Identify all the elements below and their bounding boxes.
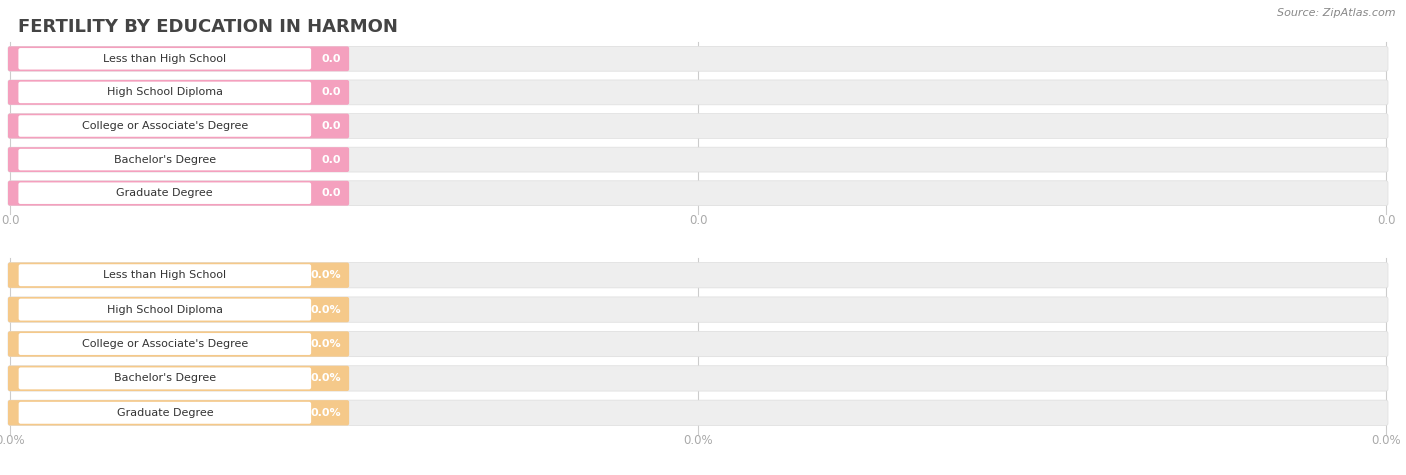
FancyBboxPatch shape — [18, 48, 311, 69]
FancyBboxPatch shape — [8, 366, 1388, 391]
FancyBboxPatch shape — [8, 297, 349, 322]
FancyBboxPatch shape — [18, 149, 311, 171]
Text: Bachelor's Degree: Bachelor's Degree — [114, 373, 217, 383]
Text: 0.0%: 0.0% — [311, 270, 342, 280]
Text: College or Associate's Degree: College or Associate's Degree — [82, 339, 247, 349]
Text: 0.0: 0.0 — [322, 188, 342, 198]
Text: 0.0: 0.0 — [322, 54, 342, 64]
Text: 0.0%: 0.0% — [311, 373, 342, 383]
FancyBboxPatch shape — [8, 332, 349, 357]
FancyBboxPatch shape — [18, 402, 311, 424]
Text: Bachelor's Degree: Bachelor's Degree — [114, 154, 217, 165]
FancyBboxPatch shape — [8, 47, 1388, 71]
FancyBboxPatch shape — [8, 263, 349, 288]
FancyBboxPatch shape — [18, 333, 311, 355]
Text: High School Diploma: High School Diploma — [107, 304, 224, 314]
FancyBboxPatch shape — [8, 147, 1388, 172]
Text: Less than High School: Less than High School — [103, 54, 226, 64]
Text: 0.0%: 0.0% — [311, 339, 342, 349]
FancyBboxPatch shape — [8, 47, 349, 71]
Text: Graduate Degree: Graduate Degree — [117, 408, 214, 418]
Text: 0.0: 0.0 — [322, 154, 342, 165]
Text: 0.0%: 0.0% — [683, 434, 713, 447]
FancyBboxPatch shape — [8, 147, 349, 172]
FancyBboxPatch shape — [8, 297, 1388, 322]
Text: Less than High School: Less than High School — [103, 270, 226, 280]
FancyBboxPatch shape — [8, 114, 349, 138]
Text: 0.0%: 0.0% — [311, 304, 342, 314]
FancyBboxPatch shape — [8, 181, 1388, 206]
Text: 0.0: 0.0 — [322, 121, 342, 131]
FancyBboxPatch shape — [18, 182, 311, 204]
Text: 0.0: 0.0 — [1, 214, 20, 227]
FancyBboxPatch shape — [8, 80, 1388, 105]
Text: Source: ZipAtlas.com: Source: ZipAtlas.com — [1278, 8, 1396, 18]
Text: 0.0: 0.0 — [322, 87, 342, 97]
FancyBboxPatch shape — [8, 181, 349, 206]
Text: 0.0%: 0.0% — [1371, 434, 1400, 447]
FancyBboxPatch shape — [8, 80, 349, 105]
Text: College or Associate's Degree: College or Associate's Degree — [82, 121, 247, 131]
FancyBboxPatch shape — [8, 332, 1388, 357]
FancyBboxPatch shape — [18, 115, 311, 137]
FancyBboxPatch shape — [18, 368, 311, 390]
FancyBboxPatch shape — [8, 366, 349, 391]
Text: FERTILITY BY EDUCATION IN HARMON: FERTILITY BY EDUCATION IN HARMON — [18, 18, 398, 36]
Text: Graduate Degree: Graduate Degree — [117, 188, 214, 198]
FancyBboxPatch shape — [18, 299, 311, 321]
FancyBboxPatch shape — [8, 263, 1388, 288]
FancyBboxPatch shape — [8, 114, 1388, 138]
Text: 0.0%: 0.0% — [0, 434, 25, 447]
FancyBboxPatch shape — [8, 400, 1388, 426]
FancyBboxPatch shape — [8, 400, 349, 426]
Text: 0.0: 0.0 — [689, 214, 707, 227]
Text: High School Diploma: High School Diploma — [107, 87, 222, 97]
FancyBboxPatch shape — [18, 264, 311, 286]
FancyBboxPatch shape — [18, 82, 311, 103]
Text: 0.0: 0.0 — [1376, 214, 1395, 227]
Text: 0.0%: 0.0% — [311, 408, 342, 418]
